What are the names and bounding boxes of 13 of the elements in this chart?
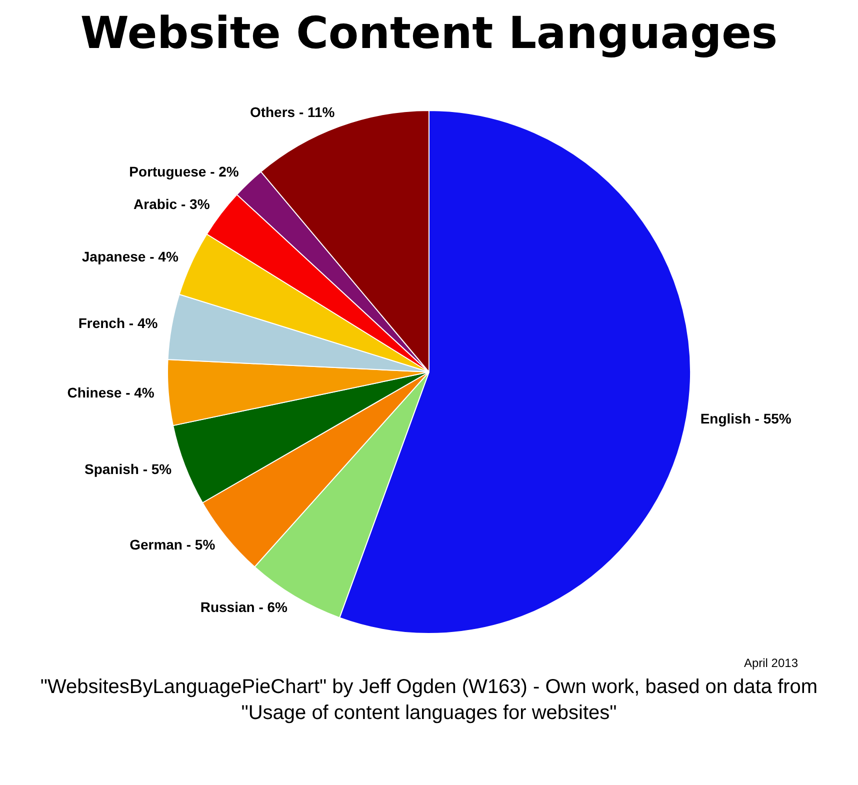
slice-label: Russian - 6% — [200, 599, 288, 616]
slice-label: Chinese - 4% — [67, 384, 155, 401]
text: "WebsitesByLanguagePieChart" by Jeff Ogden (W163) - Own work, based on data from "Usage of content languages for websites" — [39, 675, 819, 726]
text: April 2013 — [742, 656, 799, 670]
slice-label: Others - 11% — [250, 104, 336, 120]
slice-label: Spanish - 5% — [84, 461, 172, 478]
slice-label: Japanese - 4% — [82, 248, 179, 264]
slice-label: Portuguese - 2% — [129, 163, 240, 180]
slice-label: German - 5% — [130, 536, 216, 553]
slice-label: English - 55% — [700, 410, 792, 427]
slice-label: French - 4% — [78, 315, 158, 332]
slice-label: Arabic - 3% — [134, 196, 210, 212]
chart-title: Website Content Languages — [79, 7, 779, 61]
